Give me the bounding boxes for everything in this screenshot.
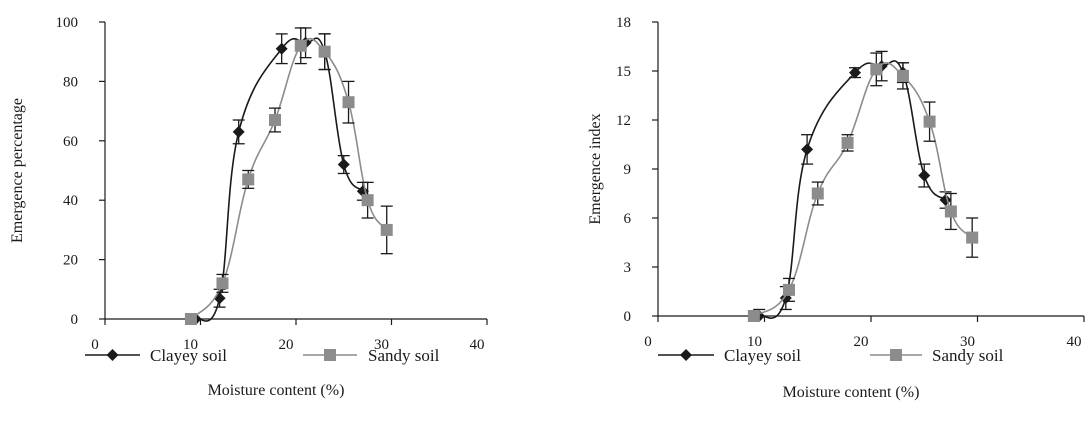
x-axis-title: Moisture content (%)	[208, 382, 345, 399]
data-point	[216, 277, 229, 290]
x-tick-label: 0	[644, 334, 652, 350]
data-point	[342, 96, 355, 109]
x-tick-label: 10	[183, 337, 198, 353]
x-tick-label: 40	[1067, 334, 1082, 350]
y-tick-label: 15	[616, 64, 631, 80]
x-tick-label: 20	[279, 337, 294, 353]
data-point	[380, 223, 393, 236]
data-point	[782, 283, 795, 296]
data-point	[966, 231, 979, 244]
data-point	[275, 42, 288, 55]
legend-marker	[680, 349, 692, 361]
series-sandy-soil	[184, 27, 393, 325]
data-point	[918, 169, 931, 182]
x-tick-label: 20	[854, 334, 869, 350]
x-tick-label: 30	[374, 337, 389, 353]
emergence-percentage-chart: 0 20 40 60 80 100 0 10 20 30 40 Emergence percentag…	[9, 15, 488, 399]
y-tick-label: 20	[63, 253, 78, 269]
legend-label: Clayey soil	[150, 346, 227, 365]
legend-marker	[324, 349, 336, 361]
data-point	[896, 69, 909, 82]
x-tick-label: 40	[470, 337, 485, 353]
data-point	[747, 310, 760, 322]
data-point	[232, 125, 245, 138]
series-line	[758, 60, 947, 319]
data-point	[939, 194, 952, 207]
series-line	[190, 37, 388, 320]
y-tick-label: 12	[616, 113, 631, 129]
legend-label: Sandy soil	[368, 346, 440, 365]
y-tick-label: 0	[624, 309, 632, 325]
y-tick-label: 80	[63, 74, 78, 90]
series-sandy-soil	[747, 52, 979, 322]
data-point	[811, 187, 824, 200]
data-point	[318, 45, 331, 58]
legend-marker	[106, 349, 119, 361]
data-point	[801, 143, 814, 156]
data-point	[268, 114, 281, 127]
y-axis-title: Emergence index	[587, 113, 604, 224]
data-point	[361, 194, 374, 207]
data-point	[923, 115, 936, 128]
legend-label: Sandy soil	[932, 346, 1004, 365]
y-tick-label: 0	[71, 312, 79, 328]
legend-marker	[890, 349, 902, 361]
y-tick-label: 6	[624, 211, 632, 227]
emergence-index-chart: 0 3 6 9 12 15 18 0 10 20 30 40 Emergence index Moistu…	[587, 15, 1085, 401]
x-tick-label: 30	[960, 334, 975, 350]
legend-label: Clayey soil	[724, 346, 801, 365]
data-point	[870, 63, 883, 76]
x-axis-title: Moisture content (%)	[783, 384, 920, 401]
data-point	[849, 66, 862, 79]
data-point	[841, 136, 854, 149]
y-axis-title: Emergence percentage	[9, 98, 26, 243]
data-point	[294, 39, 307, 52]
series-clayey-soil	[753, 50, 952, 322]
y-tick-label: 3	[624, 260, 632, 276]
data-point	[337, 158, 350, 171]
y-tick-label: 40	[63, 193, 78, 209]
x-tick-label: 10	[747, 334, 762, 350]
data-point	[242, 173, 255, 186]
data-point	[944, 205, 957, 218]
data-point	[184, 313, 197, 325]
y-tick-label: 18	[616, 15, 631, 31]
x-tick-label: 0	[91, 337, 99, 353]
y-tick-label: 100	[56, 15, 79, 31]
y-tick-label: 60	[63, 134, 78, 150]
y-tick-label: 9	[624, 162, 632, 178]
